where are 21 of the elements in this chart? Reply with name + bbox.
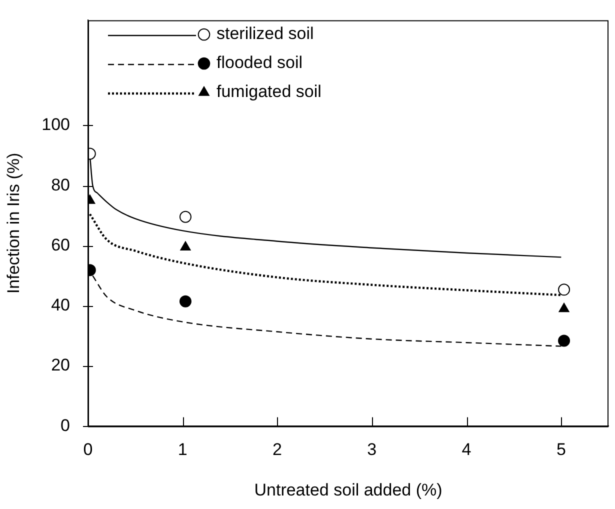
point — [558, 302, 570, 312]
y-tick-label: 40 — [51, 296, 70, 315]
y-tick-label: 0 — [60, 416, 70, 435]
x-axis-title: Untreated soil added (%) — [254, 480, 442, 500]
y-tick-label: 100 — [42, 115, 70, 134]
point — [180, 241, 191, 251]
x-tick-label: 4 — [462, 440, 472, 460]
x-tick-label: 3 — [367, 440, 377, 460]
point — [558, 284, 570, 296]
y-tick-label: 60 — [51, 235, 70, 254]
y-tick-label: 80 — [51, 175, 70, 194]
x-tick-label: 1 — [178, 440, 188, 460]
x-tick-label: 2 — [272, 440, 282, 460]
point — [558, 334, 570, 347]
y-tick-label: 20 — [51, 356, 70, 375]
x-tick-label: 0 — [83, 440, 93, 460]
x-tick-label: 5 — [556, 440, 566, 460]
y-axis-title: Infection in Iris (%) — [4, 152, 23, 294]
legend-label: sterilized soil — [216, 24, 314, 44]
legend-label: fumigated soil — [216, 82, 322, 102]
legend-label: flooded soil — [216, 53, 303, 72]
